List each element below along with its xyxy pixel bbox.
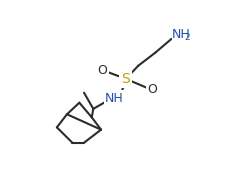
Text: S: S (121, 72, 130, 86)
Text: NH: NH (105, 92, 124, 105)
Text: O: O (147, 83, 157, 96)
Text: 2: 2 (185, 33, 190, 42)
Text: O: O (98, 64, 108, 77)
Text: NH: NH (172, 28, 190, 42)
